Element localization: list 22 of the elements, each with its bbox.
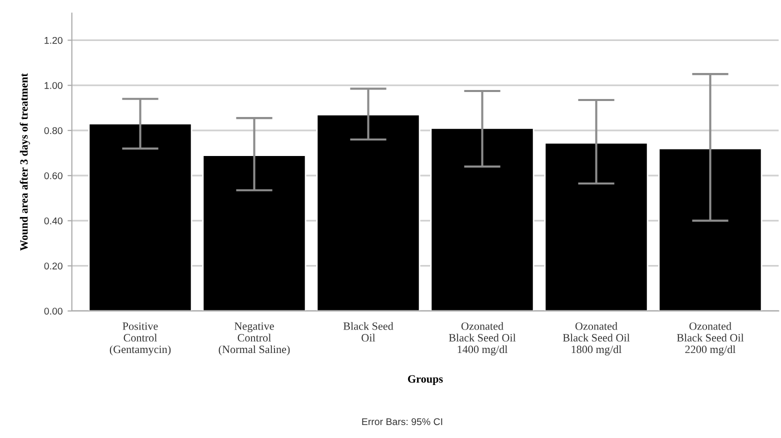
bar — [658, 148, 762, 311]
bar — [430, 128, 534, 311]
y-tick-label: 0.60 — [44, 172, 62, 180]
y-tick-label: 0.00 — [44, 308, 62, 315]
y-tick-label: 0.80 — [44, 127, 62, 134]
y-axis-title: Wound area after 3 days of treatment — [20, 73, 30, 251]
x-tick-label: Ozonated Black Seed Oil 1800 mg/dl — [562, 322, 630, 356]
text: Error Bars: 95% CI — [362, 418, 442, 426]
y-tick-label: 0.40 — [44, 217, 62, 224]
x-tick-label: Ozonated Black Seed Oil 2200 mg/dl — [676, 322, 744, 356]
x-tick-label: Ozonated Black Seed Oil 1400 mg/dl — [448, 322, 516, 356]
x-tick-label: Black Seed Oil — [343, 322, 394, 342]
bar — [202, 154, 306, 311]
x-tick-label: Positive Control (Gentamycin) — [110, 322, 171, 356]
bar — [544, 142, 648, 311]
bar — [316, 114, 420, 311]
x-axis-title: Groups — [408, 375, 443, 385]
y-tick-label: 1.00 — [44, 82, 62, 89]
bar — [88, 123, 192, 311]
y-tick-label: 1.20 — [44, 36, 62, 44]
x-tick-label: Negative Control (Normal Saline) — [218, 322, 290, 356]
y-tick-label: 0.20 — [44, 262, 62, 270]
